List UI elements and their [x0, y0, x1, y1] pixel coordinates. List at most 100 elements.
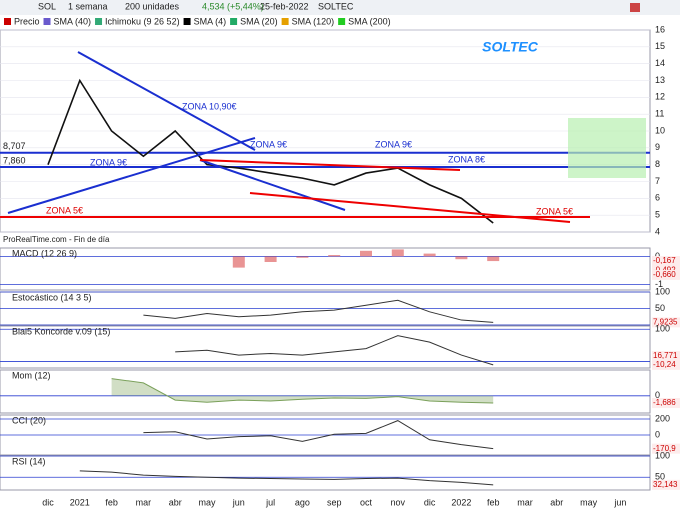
footer: ProRealTime.com - Fin de día — [3, 235, 110, 244]
legend-entry[interactable]: SMA (40) — [54, 16, 92, 26]
histogram-bar — [391, 249, 404, 257]
y-tick-label: 11 — [655, 109, 664, 119]
value-tag — [652, 359, 680, 370]
histogram-bar — [487, 256, 500, 262]
units[interactable]: 200 unidades — [125, 1, 180, 11]
x-tick-label: mar — [517, 497, 533, 507]
x-tick-label: may — [580, 497, 598, 507]
y-tick-label: 15 — [655, 41, 665, 51]
value-tag — [652, 443, 680, 454]
value-tag — [652, 317, 680, 328]
zone-annotation: ZONA 9€ — [90, 157, 127, 167]
legend-swatch — [183, 18, 191, 25]
y-tick-label: 9 — [655, 142, 660, 152]
value-tag — [652, 479, 680, 490]
x-tick-label: may — [198, 497, 216, 507]
value-tag-label: -10,24 — [653, 360, 676, 369]
legend-entry[interactable]: SMA (120) — [292, 16, 335, 26]
panel-title: Blai5 Koncorde v.09 (15) — [12, 326, 110, 336]
x-tick-label: 2022 — [451, 497, 471, 507]
trend-line — [77, 51, 256, 151]
value-tag-label: -0,492 — [653, 265, 676, 274]
y-tick-label: 50 — [655, 303, 665, 313]
trend-line — [199, 159, 346, 211]
panel-title: CCI (20) — [12, 415, 46, 425]
x-tick-label: sep — [327, 497, 342, 507]
histogram-bar — [296, 256, 309, 258]
legend-entry[interactable]: Precio — [14, 16, 40, 26]
legend-entry[interactable]: SMA (4) — [194, 16, 227, 26]
histogram-bar — [423, 253, 436, 257]
zone-annotation: ZONA 8€ — [448, 154, 485, 164]
value-tag — [652, 351, 680, 362]
y-tick-label: 200 — [655, 413, 670, 423]
y-tick-label: 7 — [655, 176, 660, 186]
value-tag — [652, 398, 680, 409]
x-tick-label: mar — [136, 497, 152, 507]
y-tick-label: 16 — [655, 24, 665, 34]
x-tick-label: oct — [360, 497, 373, 507]
trend-line — [7, 137, 256, 214]
instrument: SOLTEC — [318, 1, 354, 11]
histogram-bar — [264, 256, 277, 262]
y-tick-label: 12 — [655, 92, 665, 102]
value-tag — [652, 269, 680, 280]
series-line — [111, 378, 494, 404]
legend-swatch — [230, 18, 238, 25]
legend-swatch — [43, 18, 51, 25]
date: 25-feb-2022 — [260, 1, 309, 11]
legend-entry[interactable]: SMA (20) — [240, 16, 278, 26]
value-tag-label: -170,9 — [653, 444, 676, 453]
ichimoku-cloud — [568, 118, 646, 178]
x-tick-label: feb — [487, 497, 500, 507]
series-line — [47, 78, 494, 224]
symbol[interactable]: SOL — [38, 1, 56, 11]
series-line — [175, 335, 494, 366]
panel-title: MACD (12 26 9) — [12, 248, 77, 258]
x-tick-label: 2021 — [70, 497, 90, 507]
y-tick-label: 6 — [655, 193, 660, 203]
legend-swatch — [338, 18, 346, 25]
x-tick-label: dic — [42, 497, 54, 507]
momentum-area — [111, 378, 494, 404]
y-tick-label: 10 — [655, 125, 665, 135]
legend-entry[interactable]: SMA (200) — [348, 16, 391, 26]
y-tick-label: -1 — [655, 279, 663, 289]
histogram-bar — [328, 255, 341, 257]
zone-annotation: ZONA 9€ — [250, 139, 287, 149]
level-label: 8,707 — [3, 141, 26, 151]
panel-frame — [0, 325, 651, 369]
y-tick-label: 50 — [655, 472, 665, 482]
value-tag-label: 32,143 — [653, 480, 678, 489]
series-line — [143, 299, 494, 323]
y-tick-label: 4 — [655, 226, 660, 236]
period[interactable]: 1 semana — [68, 1, 108, 11]
y-tick-label: 100 — [655, 324, 670, 334]
zone-annotation: ZONA 5€ — [536, 206, 573, 216]
x-tick-label: nov — [391, 497, 406, 507]
x-tick-label: abr — [169, 497, 182, 507]
x-tick-label: feb — [105, 497, 118, 507]
panel-title: RSI (14) — [12, 456, 46, 466]
value-tag-label: 16,771 — [653, 351, 678, 360]
quote: 4,534 (+5,44%) — [202, 1, 264, 11]
y-tick-label: 13 — [655, 75, 665, 85]
histogram-bar — [232, 256, 245, 268]
x-tick-label: jul — [265, 497, 275, 507]
zone-annotation: ZONA 5€ — [46, 205, 83, 215]
panel-frame — [0, 247, 651, 291]
close-button[interactable] — [630, 3, 640, 12]
y-tick-label: 100 — [655, 450, 670, 460]
legend-swatch — [281, 18, 289, 25]
x-tick-label: ago — [295, 497, 310, 507]
x-tick-label: jun — [613, 497, 626, 507]
y-tick-label: 0 — [655, 251, 660, 261]
series-line — [79, 470, 494, 486]
panel-title: Estocástico (14 3 5) — [12, 292, 92, 302]
toolbar — [0, 0, 680, 15]
legend-entry[interactable]: Ichimoku (9 26 52) — [105, 16, 180, 26]
trend-line — [199, 159, 461, 171]
x-tick-label: dic — [424, 497, 436, 507]
value-tag-label: 7,9235 — [653, 317, 678, 326]
